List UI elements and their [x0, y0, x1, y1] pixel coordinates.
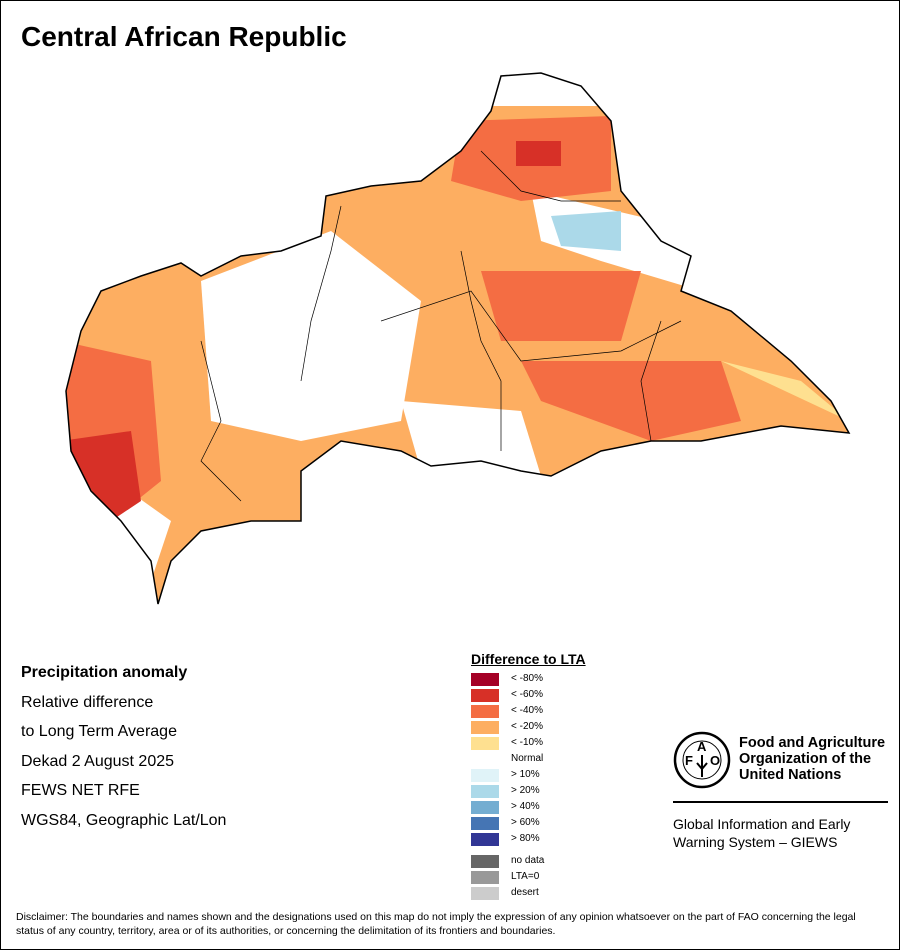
- info-heading: Precipitation anomaly: [21, 664, 188, 681]
- wet-region-northeast: [551, 211, 621, 251]
- legend-label: > 20%: [511, 785, 540, 796]
- legend-label: < -60%: [511, 689, 543, 700]
- legend: Difference to LTA < -80% < -60% < -40% < -2…: [471, 651, 586, 901]
- dry-region-central: [481, 271, 641, 341]
- legend-item: < -40%: [471, 703, 586, 719]
- legend-swatch: [471, 854, 499, 868]
- legend-label: < -80%: [511, 673, 543, 684]
- legend-extra-items: no data LTA=0 desert: [471, 853, 586, 901]
- legend-label: Normal: [511, 753, 544, 764]
- very-dry-region-north: [516, 141, 561, 166]
- legend-label: > 40%: [511, 801, 540, 812]
- svg-text:F: F: [685, 753, 693, 768]
- svg-text:A: A: [697, 739, 707, 754]
- legend-item: < -10%: [471, 735, 586, 751]
- legend-label: desert: [511, 887, 539, 898]
- legend-swatch: [471, 832, 499, 846]
- map-title: Central African Republic: [21, 21, 347, 52]
- legend-swatch: [471, 688, 499, 702]
- legend-item: desert: [471, 885, 586, 901]
- info-line: Relative difference: [21, 693, 154, 711]
- legend-label: no data: [511, 855, 545, 866]
- legend-item: < -20%: [471, 719, 586, 735]
- legend-swatch: [471, 736, 499, 750]
- legend-item: > 40%: [471, 799, 586, 815]
- anomaly-raster: [66, 73, 849, 604]
- map-info: Precipitation anomaly Relative differenc…: [21, 658, 226, 835]
- legend-swatch: [471, 752, 499, 766]
- legend-label: > 60%: [511, 817, 540, 828]
- fao-logo-icon: F A O: [673, 731, 731, 789]
- legend-item: no data: [471, 853, 586, 869]
- info-line: Dekad 2 August 2025: [21, 752, 175, 770]
- fao-name: Food and Agriculture Organization of the…: [739, 735, 886, 783]
- legend-items: < -80% < -60% < -40% < -20% < -10% Normal > 10…: [471, 671, 586, 847]
- legend-item: > 60%: [471, 815, 586, 831]
- legend-item: < -80%: [471, 671, 586, 687]
- legend-item: > 20%: [471, 783, 586, 799]
- legend-swatch: [471, 800, 499, 814]
- legend-label: < -40%: [511, 705, 543, 716]
- very-dry-region-southwest: [66, 431, 141, 521]
- info-line: FEWS NET RFE: [21, 782, 140, 799]
- legend-item: LTA=0: [471, 869, 586, 885]
- legend-label: > 80%: [511, 833, 540, 844]
- legend-label: > 10%: [511, 769, 540, 780]
- legend-item: > 80%: [471, 831, 586, 847]
- legend-swatch: [471, 672, 499, 686]
- legend-swatch: [471, 886, 499, 900]
- legend-swatch: [471, 768, 499, 782]
- legend-swatch: [471, 720, 499, 734]
- normal-region-north: [481, 73, 601, 106]
- svg-text:O: O: [710, 753, 720, 768]
- dry-region-southeast: [521, 361, 741, 441]
- normal-region-south: [401, 401, 541, 476]
- legend-item: > 10%: [471, 767, 586, 783]
- legend-item: < -60%: [471, 687, 586, 703]
- legend-swatch: [471, 784, 499, 798]
- info-line: to Long Term Average: [21, 723, 177, 740]
- giews-name: Global Information and Early Warning Sys…: [673, 816, 851, 850]
- precipitation-anomaly-map: [65, 72, 850, 605]
- slightly-dry-region-east: [721, 361, 849, 421]
- normal-region-west-central: [201, 231, 421, 441]
- legend-swatch: [471, 704, 499, 718]
- legend-label: < -10%: [511, 737, 543, 748]
- legend-title: Difference to LTA: [471, 651, 586, 667]
- info-line: WGS84, Geographic Lat/Lon: [21, 811, 227, 829]
- prefecture-boundaries: [200, 150, 682, 502]
- legend-item: Normal: [471, 751, 586, 767]
- legend-label: < -20%: [511, 721, 543, 732]
- disclaimer: Disclaimer: The boundaries and names sho…: [16, 911, 856, 937]
- legend-swatch: [471, 870, 499, 884]
- legend-swatch: [471, 816, 499, 830]
- legend-label: LTA=0: [511, 871, 540, 882]
- divider: [673, 801, 888, 803]
